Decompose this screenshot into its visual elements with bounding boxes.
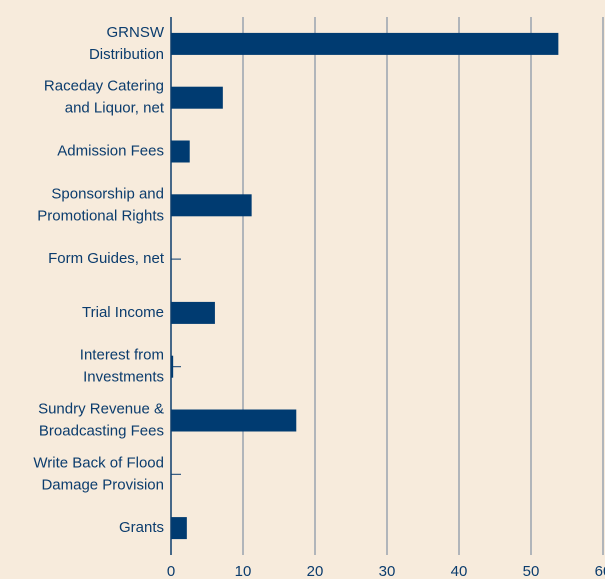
y-tick-label-line: Broadcasting Fees xyxy=(39,422,164,439)
bar xyxy=(171,86,223,109)
y-tick-label: Admission Fees xyxy=(57,142,164,159)
x-tick-label: 50 xyxy=(523,563,540,579)
y-tick-label: Grants xyxy=(119,519,164,536)
y-tick-label-line: Distribution xyxy=(89,46,164,63)
bar xyxy=(171,517,187,540)
y-tick-label-line: Raceday Catering xyxy=(44,78,164,95)
y-tick-label: Trial Income xyxy=(82,304,164,321)
y-tick-label: Sponsorship and Promotional Rights xyxy=(37,185,164,224)
y-tick-label: GRNSW Distribution xyxy=(89,24,165,63)
y-tick-label-line: Admission Fees xyxy=(57,142,164,159)
x-tick-label: 20 xyxy=(307,563,324,579)
y-tick-label-line: Interest from xyxy=(80,347,164,364)
y-tick-label: Form Guides, net xyxy=(48,250,165,267)
x-tick-label: 60 xyxy=(595,563,605,579)
y-tick-label-line: Investments xyxy=(83,369,164,386)
y-tick-label: Interest from Investments xyxy=(80,347,164,386)
y-tick-label-line: Trial Income xyxy=(82,304,164,321)
bar xyxy=(171,140,190,163)
x-tick-label: 10 xyxy=(235,563,252,579)
y-tick-label-line: Form Guides, net xyxy=(48,250,165,267)
y-tick-label-line: GRNSW xyxy=(107,24,165,41)
bar xyxy=(171,355,174,378)
y-tick-label-line: Grants xyxy=(119,519,164,536)
bar xyxy=(171,409,297,432)
bar xyxy=(171,194,252,217)
y-tick-label: Write Back of Flood Damage Provision xyxy=(33,454,164,493)
bar xyxy=(171,32,559,55)
x-tick-label: 30 xyxy=(379,563,396,579)
y-tick-label-line: Promotional Rights xyxy=(37,207,164,224)
bar xyxy=(171,301,215,324)
y-tick-label-line: and Liquor, net xyxy=(65,100,165,117)
y-tick-label: Raceday Catering and Liquor, net xyxy=(44,78,165,117)
x-tick-label: 0 xyxy=(167,563,175,579)
y-tick-label-line: Sundry Revenue & xyxy=(38,400,164,417)
y-tick-label: Sundry Revenue & Broadcasting Fees xyxy=(38,400,164,439)
y-tick-label-line: Damage Provision xyxy=(41,476,164,493)
y-tick-label-line: Sponsorship and xyxy=(51,185,164,202)
y-tick-label-line: Write Back of Flood xyxy=(33,454,164,471)
x-tick-label: 40 xyxy=(451,563,468,579)
